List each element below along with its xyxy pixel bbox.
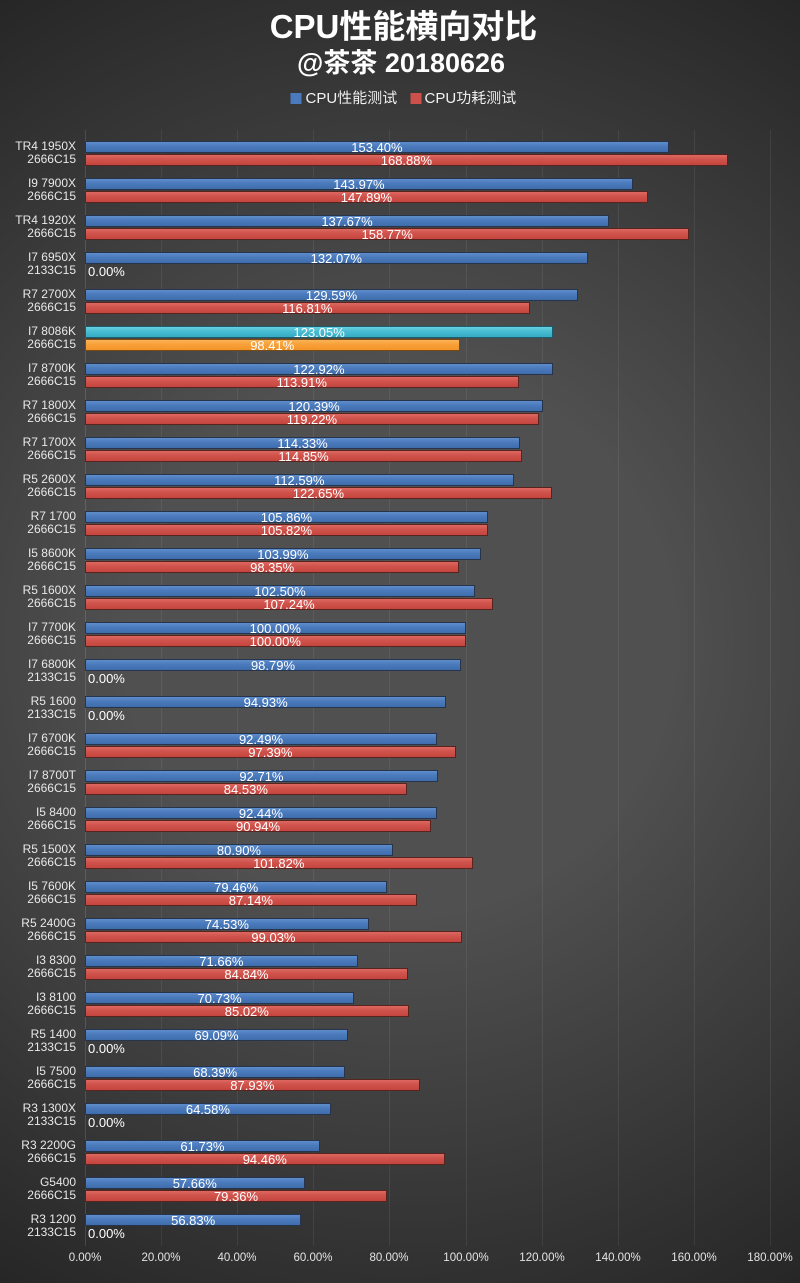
svg-text:CPU: CPU <box>425 90 457 107</box>
svg-text:@: @ <box>297 48 323 78</box>
svg-text:CPU: CPU <box>270 8 340 45</box>
svg-text:CPU: CPU <box>306 90 338 107</box>
svg-text:20180626: 20180626 <box>377 48 505 78</box>
